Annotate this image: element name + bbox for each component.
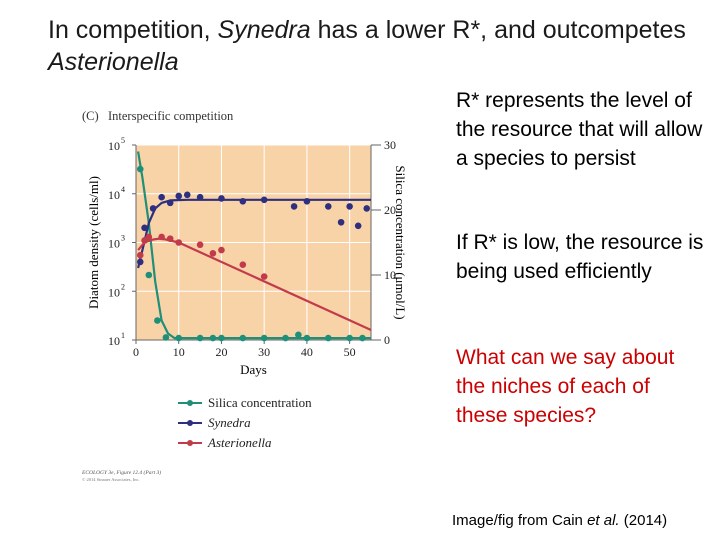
asterionella-point: [196, 241, 204, 249]
x-tick-label: 40: [301, 345, 313, 359]
synedra-point: [290, 203, 298, 210]
synedra-point: [218, 195, 225, 202]
legend-swatch-dot: [187, 440, 193, 446]
y-tick-label: 10: [108, 139, 120, 153]
synedra-point: [149, 205, 157, 212]
silica-concentration-point: [346, 334, 353, 342]
y2-tick-label: 20: [384, 203, 396, 217]
y2-tick-label: 30: [384, 138, 396, 152]
x-tick-label: 50: [344, 345, 356, 359]
image-credit: Image/fig from Cain et al. (2014): [452, 512, 668, 529]
silica-concentration-point: [136, 165, 144, 173]
y-tick-exponent: 1: [121, 331, 125, 340]
synedra-point: [166, 199, 174, 207]
bullet-r-star-definition: R* represents the level of the resource …: [456, 89, 703, 170]
synedra-point: [303, 198, 311, 205]
y-tick-label: 10: [108, 334, 120, 348]
legend-label: Asterionella: [207, 435, 272, 450]
y-tick-exponent: 5: [121, 136, 125, 145]
silica-concentration-point: [260, 334, 268, 342]
synedra-point: [141, 224, 148, 232]
asterionella-point: [260, 273, 268, 280]
synedra-point: [346, 203, 353, 210]
silica-concentration-point: [162, 334, 170, 341]
figure-source-line-1: ECOLOGY 3e, Figure 12.4 (Part 3): [81, 469, 161, 476]
silica-concentration-point: [218, 334, 225, 342]
legend-swatch-dot: [187, 420, 193, 426]
y2-tick-label: 10: [384, 268, 396, 282]
silica-concentration-point: [282, 334, 289, 342]
x-axis-label: Days: [240, 362, 267, 377]
y-axis-label: Diatom density (cells/ml): [86, 176, 101, 309]
discussion-question: What can we say about the niches of each…: [456, 346, 675, 427]
panel-label: (C): [82, 109, 99, 123]
figure-source-line-2: © 2014 Sinauer Associates, Inc.: [82, 477, 140, 483]
silica-concentration-point: [145, 271, 153, 279]
synedra-point: [175, 192, 183, 200]
asterionella-point: [239, 261, 247, 269]
legend-swatch-dot: [187, 400, 193, 406]
synedra-point: [363, 205, 371, 212]
asterionella-point: [136, 251, 144, 259]
silica-concentration-curve: [137, 151, 371, 340]
y-tick-label: 10: [108, 237, 120, 251]
y-tick-label: 10: [108, 285, 120, 299]
y-tick-exponent: 3: [121, 234, 125, 243]
x-tick-label: 20: [215, 345, 227, 359]
competition-figure: (C) Interspecific competition 0 10 20 30 40 5…: [81, 109, 408, 483]
synedra-point: [196, 193, 204, 201]
synedra-point: [239, 198, 247, 205]
asterionella-point: [175, 239, 183, 246]
asterionella-point: [166, 235, 174, 242]
silica-concentration-point: [175, 334, 183, 342]
data-points: [136, 165, 371, 342]
silica-concentration-point: [154, 317, 161, 324]
y-tick-exponent: 2: [121, 282, 125, 291]
silica-concentration-point: [359, 334, 366, 342]
silica-concentration-point: [196, 334, 204, 342]
asterionella-point: [158, 233, 165, 241]
slide-title: In competition, Synedra has a lower R*, …: [48, 16, 686, 76]
synedra-curve: [137, 198, 371, 269]
silica-concentration-point: [324, 334, 332, 342]
legend-label: Synedra: [208, 415, 251, 430]
silica-concentration-point: [209, 334, 217, 342]
bullet-low-r-star: If R* is low, the resource is being used…: [456, 231, 704, 283]
silica-concentration-point: [295, 331, 302, 339]
silica-concentration-point: [239, 334, 247, 342]
synedra-point: [136, 258, 144, 266]
y-tick-label: 10: [108, 188, 120, 202]
synedra-point: [354, 222, 362, 230]
silica-concentration-point: [303, 334, 311, 342]
legend-label: Silica concentration: [208, 395, 312, 410]
asterionella-point: [218, 246, 225, 254]
legend: Silica concentration Synedra Asterionella: [178, 395, 312, 450]
y2-axis-label: Silica concentration (μmol/L): [393, 165, 408, 319]
x-tick-label: 30: [258, 345, 270, 359]
x-tick-label: 0: [133, 345, 139, 359]
synedra-point: [337, 218, 345, 226]
synedra-point: [158, 193, 165, 201]
y2-tick-label: 0: [384, 333, 390, 347]
y-tick-exponent: 4: [121, 185, 125, 194]
asterionella-point: [209, 250, 217, 257]
x-tick-label: 10: [173, 345, 185, 359]
synedra-point: [260, 196, 268, 204]
panel-title: Interspecific competition: [108, 109, 234, 123]
synedra-point: [183, 191, 191, 199]
synedra-point: [324, 203, 332, 210]
asterionella-point: [145, 233, 153, 241]
